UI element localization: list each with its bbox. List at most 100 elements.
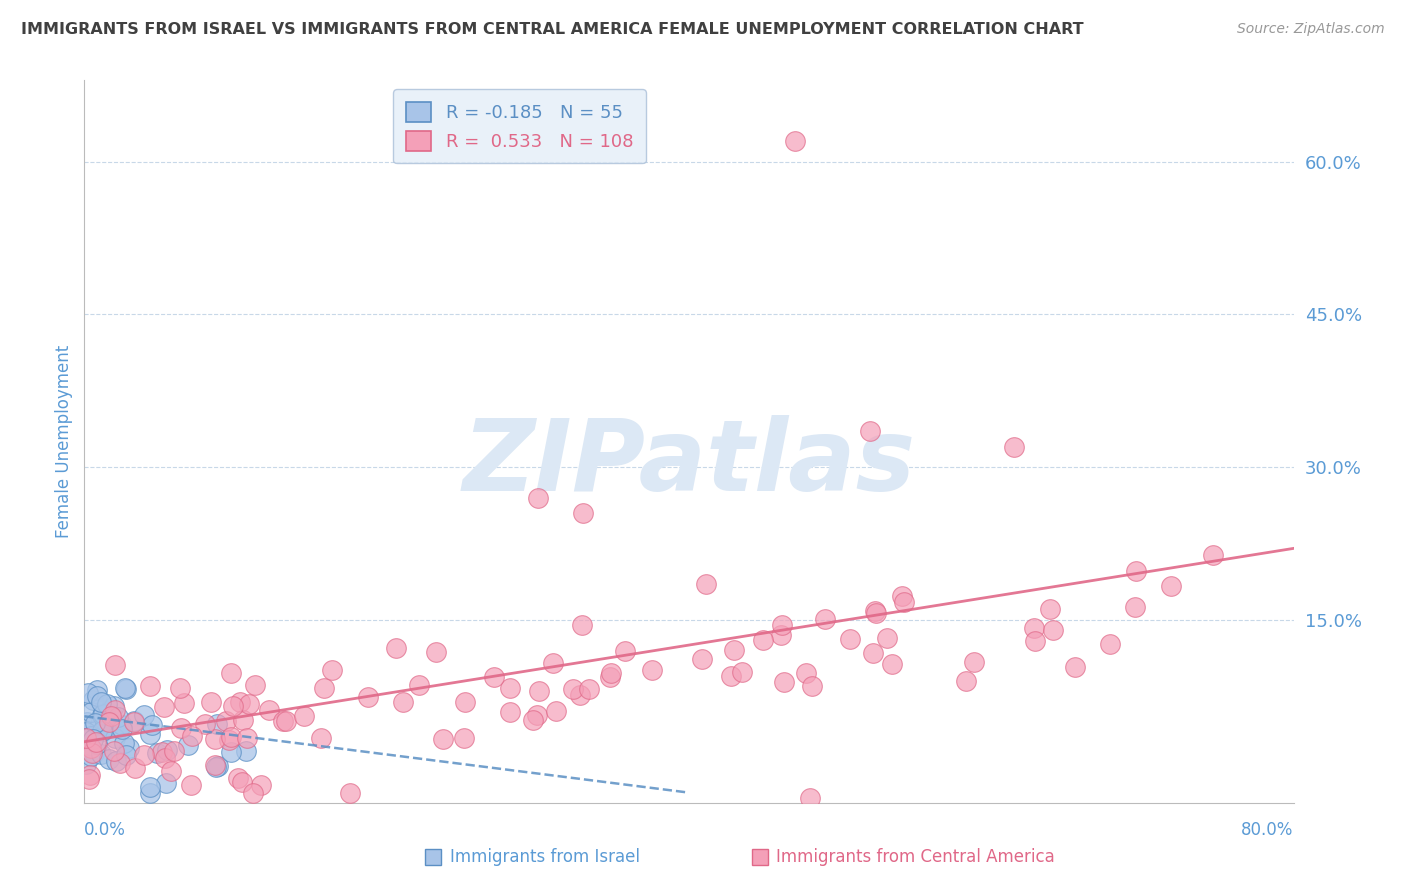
Point [571, 618, 593, 632]
Point [169, 681, 191, 696]
Point [80, 749, 103, 764]
Point [522, 713, 544, 727]
Point [204, 757, 226, 772]
Point [893, 595, 915, 609]
Point [226, 771, 249, 785]
Point [114, 682, 136, 697]
Point [218, 733, 240, 747]
Point [103, 744, 125, 758]
Point [82, 746, 104, 760]
Text: Immigrants from Israel: Immigrants from Israel [450, 848, 640, 866]
Point [391, 694, 413, 708]
Point [794, 665, 817, 680]
Point [153, 750, 176, 764]
Point [773, 674, 796, 689]
Point [408, 678, 430, 692]
Point [453, 731, 475, 746]
Text: Source: ZipAtlas.com: Source: ZipAtlas.com [1237, 22, 1385, 37]
Point [527, 491, 550, 505]
Point [159, 764, 181, 779]
Point [100, 709, 122, 723]
Point [876, 631, 898, 645]
Point [250, 778, 273, 792]
Point [221, 699, 243, 714]
Text: 0.0%: 0.0% [84, 822, 127, 839]
Point [499, 681, 522, 695]
Point [544, 704, 567, 718]
Point [432, 732, 454, 747]
Point [242, 786, 264, 800]
Text: ZIPatlas: ZIPatlas [463, 415, 915, 512]
Point [1160, 579, 1182, 593]
Point [94, 707, 117, 722]
Point [339, 786, 361, 800]
Point [91, 723, 114, 738]
Point [104, 703, 127, 717]
Point [312, 681, 335, 695]
Point [89, 717, 111, 731]
Point [243, 678, 266, 692]
Point [104, 658, 127, 673]
Point [111, 717, 134, 731]
Point [170, 722, 193, 736]
Point [880, 657, 903, 671]
Point [205, 760, 228, 774]
Point [219, 665, 242, 680]
Legend: R = -0.185   N = 55, R =  0.533   N = 108: R = -0.185 N = 55, R = 0.533 N = 108 [394, 89, 645, 163]
Point [271, 714, 294, 728]
Point [139, 727, 162, 741]
Point [122, 714, 145, 729]
Point [96, 697, 118, 711]
Point [79, 768, 101, 782]
Point [309, 731, 332, 745]
Y-axis label: Female Unemployment: Female Unemployment [55, 345, 73, 538]
Point [115, 748, 138, 763]
Point [232, 713, 254, 727]
Point [73, 731, 96, 745]
Point [91, 707, 114, 722]
Point [236, 731, 259, 746]
Point [150, 745, 173, 759]
Point [82, 731, 104, 746]
Point [173, 696, 195, 710]
Point [80, 740, 103, 755]
Point [112, 736, 135, 750]
Bar [426, 849, 441, 865]
Point [454, 696, 477, 710]
Point [357, 690, 380, 705]
Point [180, 778, 202, 792]
Point [107, 710, 129, 724]
Point [77, 685, 100, 699]
Point [82, 693, 104, 707]
Point [720, 669, 742, 683]
Point [207, 759, 229, 773]
Point [118, 741, 141, 756]
Point [863, 603, 886, 617]
Point [561, 681, 583, 696]
Point [1042, 623, 1064, 637]
Point [83, 716, 105, 731]
Point [321, 663, 343, 677]
Point [122, 714, 145, 729]
Point [541, 656, 564, 670]
Point [752, 633, 775, 648]
Point [200, 695, 222, 709]
Point [139, 679, 162, 693]
Point [75, 756, 97, 771]
Point [890, 589, 912, 603]
Point [86, 689, 108, 703]
Point [641, 663, 664, 677]
Point [614, 643, 637, 657]
Point [94, 718, 117, 732]
Point [98, 751, 121, 765]
Point [599, 670, 621, 684]
Point [859, 425, 882, 439]
Point [104, 731, 127, 746]
Point [77, 772, 100, 786]
Point [731, 665, 754, 680]
Point [153, 700, 176, 714]
Point [114, 681, 136, 695]
Point [194, 717, 217, 731]
Point [86, 683, 108, 698]
Point [103, 699, 125, 714]
